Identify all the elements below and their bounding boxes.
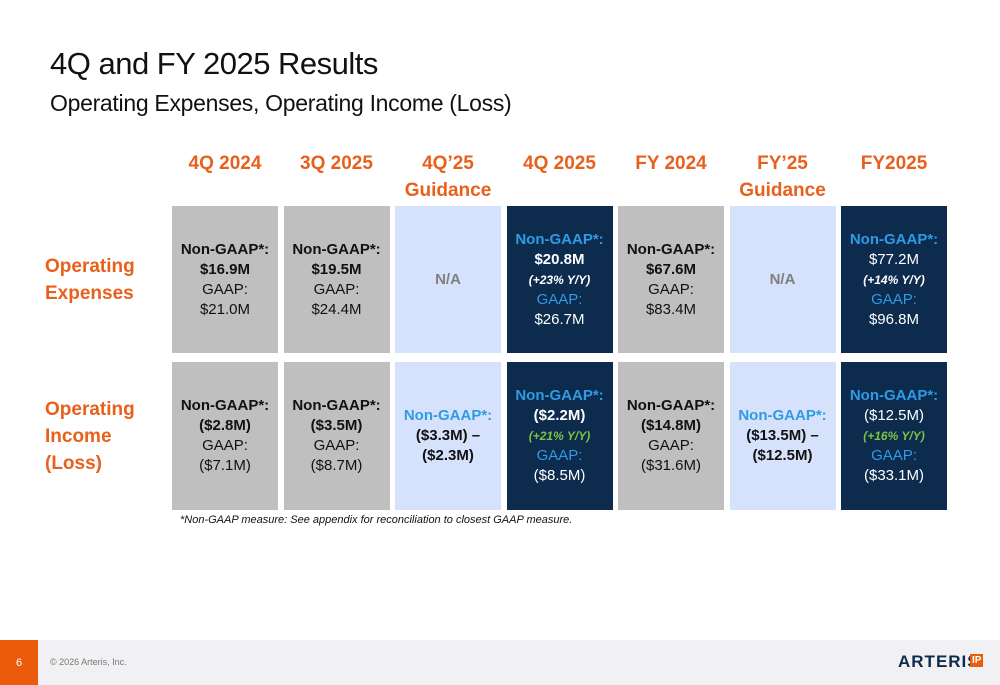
title: 4Q and FY 2025 Results: [50, 46, 378, 81]
column-header: FY 2024: [635, 153, 707, 174]
cell-line: GAAP:: [313, 280, 360, 298]
logo-badge: IP: [970, 654, 984, 667]
column-header: 3Q 2025: [300, 153, 373, 174]
cell-line: Non-GAAP*:: [180, 240, 270, 258]
cell-line: Non-GAAP*:: [849, 230, 939, 248]
page-number: 6: [0, 640, 38, 685]
cell-line: GAAP:: [648, 437, 694, 454]
cell-line: Non-GAAP*:: [849, 387, 939, 404]
cell-line: $20.8M: [534, 250, 585, 268]
cell-line: $67.6M: [645, 260, 697, 278]
footer-band: [0, 640, 1000, 685]
cell-line: ($3.5M): [310, 417, 363, 434]
cell-line: N/A: [769, 270, 796, 288]
table-cell: Non-GAAP*: ($3.5M) GAAP: ($8.7M): [283, 362, 390, 510]
cell-line: GAAP:: [871, 447, 917, 464]
cell-line: Non-GAAP*:: [403, 407, 493, 424]
cell-line: N/A: [435, 270, 461, 288]
subtitle: Operating Expenses, Operating Income (Lo…: [50, 90, 512, 116]
cell-line: $83.4M: [645, 300, 697, 318]
cell-line: Non-GAAP*:: [292, 397, 381, 414]
cell-line: ($2.3M): [422, 447, 474, 464]
cell-line: (+14% Y/Y): [863, 272, 925, 287]
copyright: © 2026 Arteris, Inc.: [50, 657, 127, 667]
cell-line: ($3.3M) –: [415, 427, 481, 444]
cell-line: Non-GAAP*:: [626, 397, 716, 414]
table-cell: Non-GAAP*: ($2.8M) GAAP: ($7.1M): [172, 362, 278, 510]
cell-line: Non-GAAP*:: [626, 240, 716, 258]
cell-line: ($31.6M): [640, 457, 702, 474]
logo: ARTERIS: [898, 652, 980, 671]
table-cell: Non-GAAP*: $77.2M (+14% Y/Y) GAAP: $96.8M: [841, 206, 947, 353]
cell-line: $96.8M: [868, 310, 920, 328]
cell-line: (+23% Y/Y): [528, 272, 591, 287]
cell-line: ($13.5M) –: [746, 427, 819, 444]
cell-line: (+21% Y/Y): [528, 429, 591, 443]
cell-line: ($8.7M): [310, 457, 363, 474]
cell-line: ($7.1M): [199, 457, 251, 474]
table-cell: Non-GAAP*: ($13.5M) – ($12.5M): [729, 362, 836, 510]
cell-line: ($14.8M): [640, 417, 702, 434]
table-cell: Non-GAAP*: ($14.8M) GAAP: ($31.6M): [618, 362, 724, 510]
cell-line: $77.2M: [868, 250, 920, 268]
table-cell: Non-GAAP*: ($12.5M) (+16% Y/Y) GAAP: ($33.1M…: [841, 362, 947, 510]
cell-line: GAAP:: [202, 280, 248, 298]
column-header: 4Q’25 Guidance: [404, 153, 492, 201]
table-cell: Non-GAAP*: $19.5M GAAP: $24.4M: [283, 206, 390, 353]
cell-line: Non-GAAP*:: [515, 230, 604, 248]
cell-line: (+16% Y/Y): [863, 429, 925, 443]
footnote: *Non-GAAP measure: See appendix for reco…: [180, 514, 573, 526]
cell-line: Non-GAAP*:: [180, 397, 270, 414]
table-cell: Non-GAAP*: $20.8M (+23% Y/Y) GAAP: $26.7M: [506, 206, 613, 353]
table-cell: Non-GAAP*: $67.6M GAAP: $83.4M: [618, 206, 724, 353]
table-cell: Non-GAAP*: ($2.2M) (+21% Y/Y) GAAP: ($8.5M): [506, 362, 613, 510]
column-header: FY’25 Guidance: [739, 153, 826, 201]
table-cell: N/A: [395, 206, 501, 353]
column-header: 4Q 2025: [523, 153, 596, 174]
table-cell: Non-GAAP*: $16.9M GAAP: $21.0M: [172, 206, 278, 353]
cell-line: Non-GAAP*:: [738, 407, 827, 424]
cell-line: Non-GAAP*:: [292, 240, 381, 258]
row-label: Operating Income (Loss): [45, 399, 135, 474]
cell-line: $16.9M: [199, 260, 251, 278]
cell-line: ($12.5M): [752, 447, 813, 464]
cell-line: GAAP:: [202, 437, 248, 454]
row-label: Operating Expenses: [45, 256, 135, 304]
cell-line: GAAP:: [313, 437, 360, 454]
cell-line: $26.7M: [534, 310, 585, 328]
cell-line: GAAP:: [536, 290, 583, 308]
cell-line: GAAP:: [536, 447, 583, 464]
cell-line: ($2.8M): [199, 417, 251, 434]
cell-line: GAAP:: [871, 290, 917, 308]
cell-line: $24.4M: [311, 300, 362, 318]
cell-line: ($2.2M): [533, 407, 586, 424]
cell-line: Non-GAAP*:: [515, 387, 604, 404]
table-cell: Non-GAAP*: ($3.3M) – ($2.3M): [395, 362, 501, 510]
cell-line: ($8.5M): [533, 467, 586, 484]
cell-line: GAAP:: [648, 280, 694, 298]
cell-line: ($12.5M): [863, 407, 925, 424]
cell-line: $19.5M: [311, 260, 362, 278]
table-cell: N/A: [729, 206, 836, 353]
cell-line: ($33.1M): [863, 467, 925, 484]
column-header: FY2025: [860, 153, 928, 174]
cell-line: $21.0M: [199, 300, 251, 318]
column-header: 4Q 2024: [188, 153, 262, 174]
